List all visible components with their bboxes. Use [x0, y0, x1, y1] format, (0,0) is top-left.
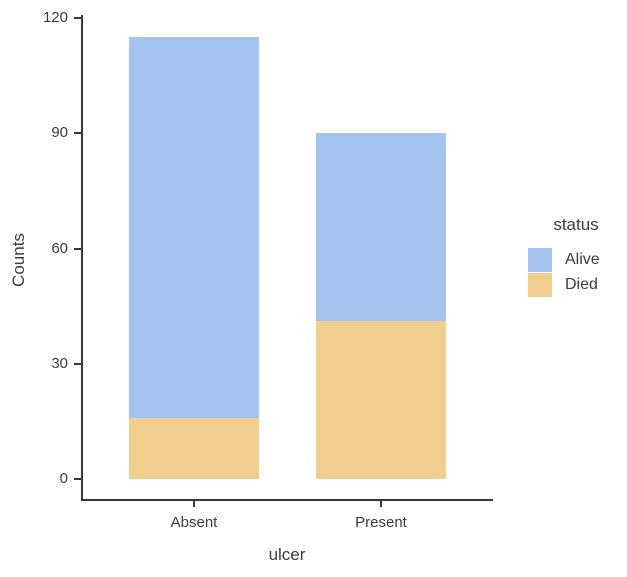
x-tick — [193, 501, 195, 507]
y-tick-label: 0 — [59, 470, 68, 487]
y-tick — [74, 132, 81, 135]
y-tick-label: 60 — [51, 239, 68, 257]
y-tick-label: 90 — [51, 124, 68, 142]
legend-item-died: Died — [528, 273, 624, 297]
y-tick — [74, 478, 81, 480]
x-tick — [380, 501, 382, 507]
legend-title: status — [553, 215, 599, 234]
y-axis-title: Counts — [9, 233, 28, 287]
legend-swatch-died — [528, 273, 552, 297]
y-tick — [74, 362, 81, 365]
legend: status Alive Died — [528, 215, 624, 298]
y-tick — [74, 247, 81, 250]
y-tick-label: 30 — [51, 354, 68, 372]
y-axis-line — [81, 15, 83, 501]
legend-label: Died — [565, 276, 598, 293]
x-tick-label: Present — [355, 514, 407, 531]
legend-items: Alive Died — [528, 248, 624, 297]
bar-segment-absent-alive — [129, 37, 259, 418]
legend-swatch-alive — [528, 248, 552, 272]
bar-segment-present-alive — [316, 133, 446, 322]
x-tick-label: Absent — [170, 514, 218, 531]
legend-label: Alive — [565, 251, 600, 268]
bar-segment-absent-died — [129, 417, 259, 479]
y-tick-label: 120 — [42, 9, 68, 26]
x-axis-line — [81, 499, 493, 501]
x-axis-title: ulcer — [268, 545, 306, 564]
legend-item-alive: Alive — [528, 248, 624, 272]
y-tick — [74, 17, 81, 19]
bar-segment-present-died — [316, 321, 446, 479]
